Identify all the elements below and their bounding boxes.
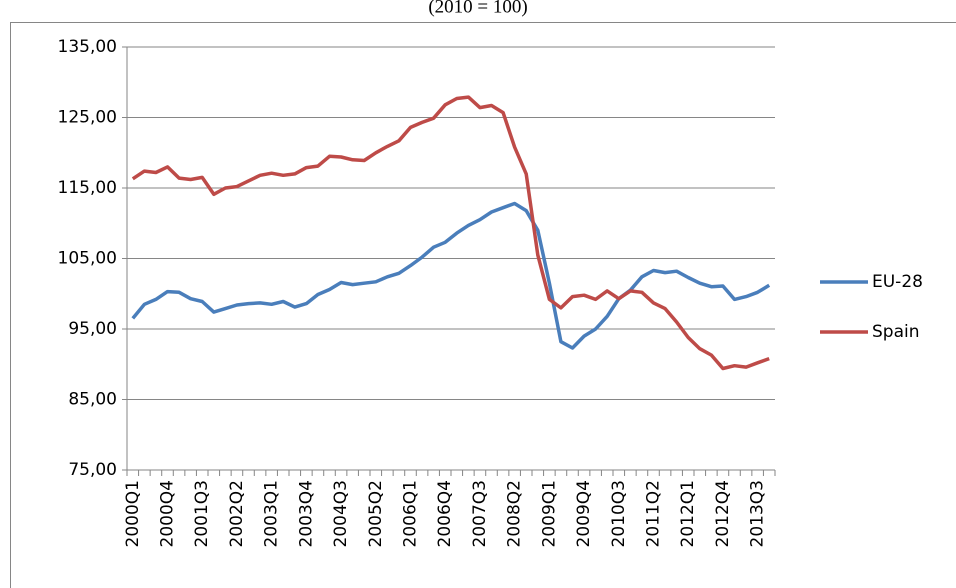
x-tick-label: 2005Q2: [366, 480, 386, 547]
y-tick-label: 85,00: [68, 390, 117, 410]
x-tick-label: 2003Q4: [296, 480, 316, 547]
series-line: [131, 201, 771, 350]
x-tick-label: 2004Q3: [331, 480, 351, 547]
series-line: [131, 95, 770, 371]
y-tick-label: 105,00: [58, 249, 117, 269]
chart-subtitle: (2010 = 100): [428, 0, 527, 17]
x-tick-label: 2010Q3: [609, 480, 629, 547]
chart-border: [10, 22, 956, 588]
x-tick-label: 2000Q1: [123, 480, 143, 547]
x-tick-label: 2000Q4: [158, 480, 178, 547]
y-tick-label: 95,00: [68, 319, 117, 339]
y-tick-label: 125,00: [58, 108, 117, 128]
x-tick-label: 2012Q4: [713, 480, 733, 547]
y-tick-label: 115,00: [58, 178, 117, 198]
x-tick-label: 2007Q3: [470, 480, 490, 547]
legend-label: Spain: [872, 322, 920, 342]
x-tick-label: 2008Q2: [505, 480, 525, 547]
x-tick-label: 2006Q4: [435, 480, 455, 547]
x-tick-label: 2013Q3: [748, 480, 768, 547]
x-tick-label: 2001Q3: [192, 480, 212, 547]
x-tick-label: 2009Q1: [539, 480, 559, 547]
x-tick-label: 2012Q1: [678, 480, 698, 547]
y-tick-label: 135,00: [58, 37, 117, 57]
x-tick-label: 2003Q1: [262, 480, 282, 547]
x-tick-label: 2011Q2: [644, 480, 664, 547]
x-tick-label: 2009Q4: [574, 480, 594, 547]
y-tick-label: 75,00: [68, 460, 117, 480]
legend-label: EU-28: [872, 272, 923, 292]
x-tick-label: 2002Q2: [227, 480, 247, 547]
x-tick-label: 2006Q1: [401, 480, 421, 547]
